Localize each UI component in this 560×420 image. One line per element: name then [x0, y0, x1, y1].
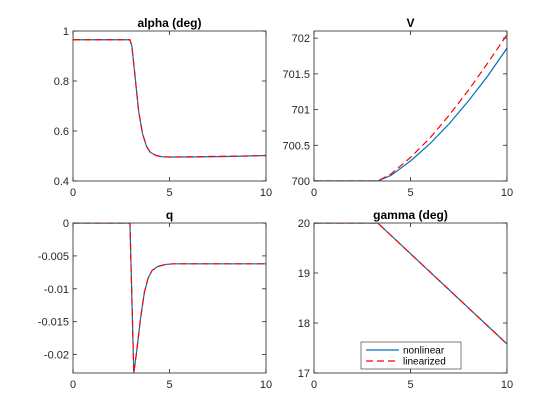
v-plot-area	[314, 31, 507, 181]
q-ytick-label: -0.005	[38, 251, 69, 263]
q-ytick-label: -0.02	[44, 350, 69, 362]
alpha-xtick-label: 0	[70, 187, 76, 199]
q-plot-area	[73, 223, 266, 373]
q-ytick-label: -0.01	[44, 284, 69, 296]
q-ytick-label: 0	[63, 218, 69, 230]
legend-label-nonlinear: nonlinear	[403, 346, 445, 357]
q-ytick-label: -0.015	[38, 317, 69, 329]
alpha-ytick-label: 1	[63, 26, 69, 38]
gamma-xtick-label: 0	[311, 379, 317, 391]
v-ytick-label: 700.5	[282, 140, 310, 152]
alpha-series-linearized	[73, 39, 266, 158]
q-xtick-label: 5	[166, 379, 172, 391]
gamma-xtick-label: 5	[407, 379, 413, 391]
alpha-plot-area	[73, 31, 266, 181]
q-series-linearized	[73, 223, 266, 373]
v-ytick-label: 701.5	[282, 69, 310, 81]
legend-box	[360, 341, 462, 370]
gamma-ytick-label: 18	[298, 318, 310, 330]
alpha-title: alpha (deg)	[137, 16, 201, 30]
v-ytick-label: 700	[292, 176, 310, 188]
alpha-ytick-label: 0.8	[54, 76, 69, 88]
q-xtick-label: 0	[70, 379, 76, 391]
gamma-ytick-label: 19	[298, 268, 310, 280]
alpha-ytick-label: 0.6	[54, 126, 69, 138]
v-ytick-label: 701	[292, 105, 310, 117]
gamma-title: gamma (deg)	[373, 208, 448, 222]
v-title: V	[406, 16, 414, 30]
subplot-q: 0 5 10 0 -0.005 -0.01 -0.015 -0.02 q	[38, 208, 272, 391]
subplot-gamma: 0 5 10 17 18 19 20 gamma (deg) nonlinearlineariz…	[298, 208, 513, 391]
v-xtick-label: 10	[501, 187, 513, 199]
v-xtick-label: 5	[407, 187, 413, 199]
q-xtick-label: 10	[260, 379, 272, 391]
gamma-ytick-label: 20	[298, 218, 310, 230]
q-title: q	[166, 208, 173, 222]
alpha-ytick-label: 0.4	[54, 176, 69, 188]
gamma-xtick-label: 10	[501, 379, 513, 391]
gamma-series-linearized	[314, 223, 507, 345]
subplot-v: 0 5 10 700 700.5 701 701.5 702 V	[282, 16, 513, 199]
alpha-xtick-label: 10	[260, 187, 272, 199]
legend-label-linearized: linearized	[403, 357, 446, 368]
gamma-ytick-label: 17	[298, 368, 310, 380]
v-xtick-label: 0	[311, 187, 317, 199]
v-series-linearized	[314, 34, 507, 181]
alpha-xtick-label: 5	[166, 187, 172, 199]
v-ytick-label: 702	[292, 33, 310, 45]
subplot-alpha: 0 5 10 0.4 0.6 0.8 1 alpha (deg)	[54, 16, 272, 199]
